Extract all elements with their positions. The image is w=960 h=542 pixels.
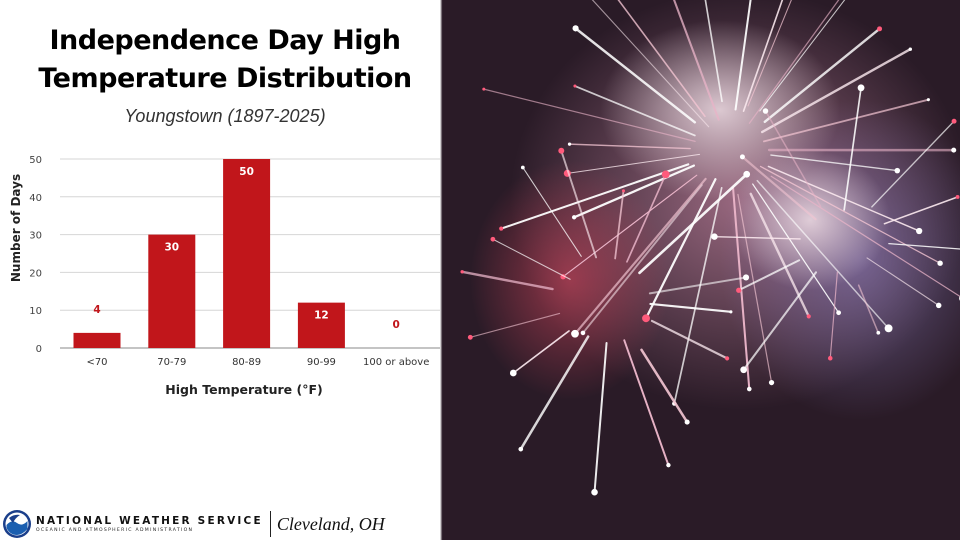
agency-text: NATIONAL WEATHER SERVICE OCEANIC AND ATM…: [36, 515, 263, 533]
nws-footer: NATIONAL WEATHER SERVICE OCEANIC AND ATM…: [2, 506, 385, 542]
y-tick-label: 40: [29, 193, 42, 204]
spark: [828, 356, 833, 361]
fireworks-photo: [440, 0, 960, 540]
spark: [876, 331, 880, 335]
spark: [725, 356, 729, 360]
spark: [956, 195, 960, 199]
spark: [743, 171, 750, 178]
bar-chart: 4 30 50 12 0 0 10 20 30 40 50 <70 70-79 80-89 90-99 1…: [0, 140, 450, 410]
spark: [591, 489, 598, 496]
spark: [877, 26, 882, 31]
y-tick-label: 0: [36, 344, 42, 355]
spark: [951, 148, 956, 153]
spark: [740, 154, 745, 159]
bar: [74, 333, 121, 348]
x-axis-label: High Temperature (°F): [165, 382, 322, 397]
title-line-2: Temperature Distribution: [0, 60, 450, 98]
spark: [581, 331, 586, 336]
spark: [895, 168, 901, 174]
spark: [482, 88, 485, 91]
spark: [729, 310, 732, 313]
spark: [740, 366, 747, 373]
spark: [736, 288, 741, 293]
spark: [807, 314, 811, 318]
spark: [858, 84, 865, 91]
y-tick-labels: 0 10 20 30 40 50: [29, 155, 42, 355]
spark: [836, 310, 841, 315]
spark: [909, 47, 912, 50]
y-tick-label: 10: [29, 306, 42, 317]
footer-divider: [270, 511, 271, 537]
x-tick-labels: <70 70-79 80-89 90-99 100 or above: [86, 357, 429, 368]
office-name: Cleveland, OH: [277, 514, 385, 535]
spark: [568, 142, 571, 145]
y-tick-label: 30: [29, 231, 42, 242]
spark: [743, 274, 749, 280]
spark: [666, 463, 670, 467]
spark: [747, 387, 752, 392]
spark: [763, 108, 768, 113]
spark: [573, 85, 576, 88]
agency-name: NATIONAL WEATHER SERVICE: [36, 515, 263, 527]
spark: [927, 98, 930, 101]
left-panel: Independence Day High Temperature Distri…: [0, 0, 470, 540]
chart-subtitle: Youngstown (1897-2025): [0, 106, 450, 127]
spark: [769, 380, 774, 385]
agency-subtitle: OCEANIC AND ATMOSPHERIC ADMINISTRATION: [36, 528, 263, 533]
x-tick-label: 70-79: [157, 357, 186, 368]
noaa-logo-icon: [2, 509, 32, 539]
spark: [685, 420, 690, 425]
spark: [518, 447, 523, 452]
bar: [223, 159, 270, 348]
y-tick-label: 50: [29, 155, 42, 166]
spark: [510, 370, 517, 377]
spark: [491, 237, 496, 242]
data-label: 12: [314, 310, 329, 322]
data-label: 30: [164, 242, 179, 254]
spark: [572, 215, 576, 219]
data-label: 4: [93, 304, 100, 316]
spark: [499, 227, 503, 231]
title-line-1: Independence Day High: [0, 22, 450, 60]
spark: [885, 324, 893, 332]
spark: [952, 119, 957, 124]
spark: [622, 189, 625, 192]
spark: [916, 228, 922, 234]
spark: [711, 233, 717, 239]
spark: [936, 303, 941, 308]
x-tick-label: <70: [86, 357, 107, 368]
page-title: Independence Day High Temperature Distri…: [0, 22, 450, 98]
x-tick-label: 100 or above: [363, 357, 429, 368]
x-tick-label: 90-99: [307, 357, 336, 368]
spark: [642, 314, 650, 322]
spark: [558, 148, 564, 154]
spark: [521, 166, 525, 170]
bars: [74, 159, 345, 348]
spark: [572, 25, 578, 31]
spark: [571, 330, 579, 338]
data-label: 50: [239, 166, 254, 178]
y-tick-label: 20: [29, 268, 42, 279]
data-label: 0: [393, 319, 400, 331]
x-tick-label: 80-89: [232, 357, 261, 368]
y-axis-label: Number of Days: [9, 174, 23, 282]
spark: [937, 260, 942, 265]
spark: [662, 170, 670, 178]
